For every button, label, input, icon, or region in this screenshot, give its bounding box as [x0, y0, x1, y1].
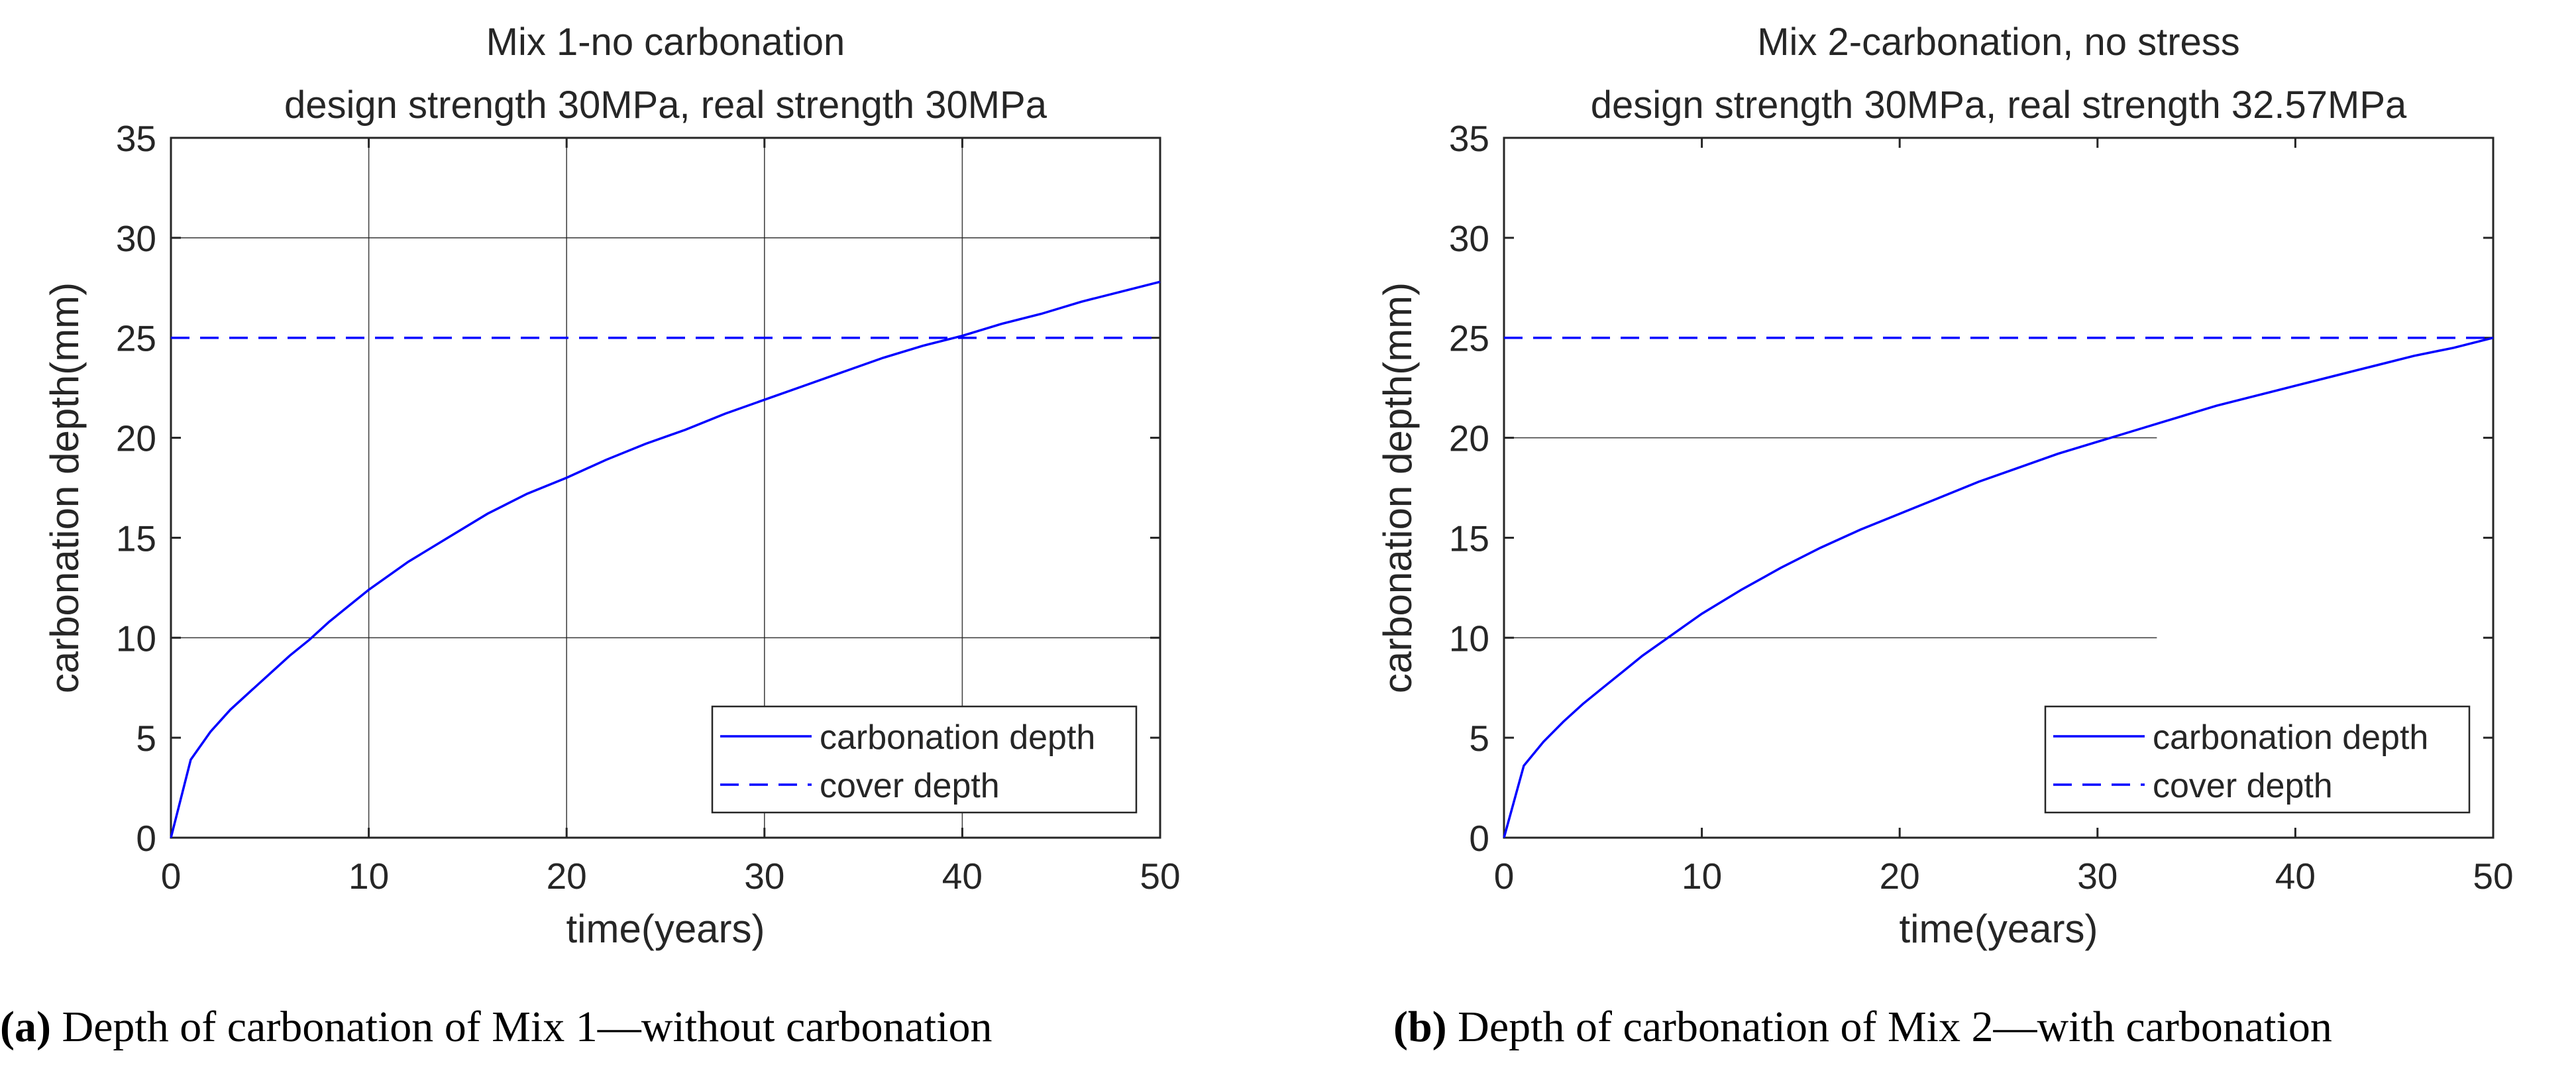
x-tick-label: 50 [2473, 856, 2513, 897]
y-tick-label: 30 [1449, 218, 1489, 259]
x-tick-label: 30 [2077, 856, 2118, 897]
legend: carbonation depth cover depth [711, 705, 1138, 814]
x-tick-label: 40 [2275, 856, 2316, 897]
y-tick-label: 10 [116, 618, 156, 659]
y-tick-label: 5 [1469, 718, 1489, 759]
x-tick-label: 0 [161, 856, 182, 897]
chart-title-line-1: Mix 2-carbonation, no stress [1757, 21, 2240, 64]
y-tick-label: 15 [1449, 518, 1489, 559]
chart-mix-2: 0 10 20 30 40 50 0 5 10 15 20 25 30 35 time(years) carb… [1375, 21, 2514, 951]
y-axis-label: carbonation depth(mm) [42, 282, 87, 693]
y-tick-label: 25 [1449, 318, 1489, 359]
legend-label: carbonation depth [2153, 718, 2428, 757]
x-tick-label: 10 [1682, 856, 1722, 897]
legend-box [711, 705, 1138, 814]
series-carbonation-depth [170, 280, 1161, 838]
y-tick-label: 20 [116, 418, 156, 459]
caption-a: (a) Depth of carbonation of Mix 1—withou… [0, 1003, 992, 1051]
x-tick-label: 30 [744, 856, 784, 897]
legend: carbonation depth cover depth [2044, 705, 2471, 814]
y-tick-label: 0 [1469, 818, 1489, 859]
chart-title-line-2: design strength 30MPa, real strength 30M… [284, 84, 1047, 127]
x-tick-label: 20 [547, 856, 587, 897]
grid [171, 138, 1160, 838]
y-tick-label: 5 [136, 718, 156, 759]
y-tick-label: 20 [1449, 418, 1489, 459]
x-axis-label: time(years) [566, 907, 765, 951]
x-tick-label: 10 [349, 856, 389, 897]
axes-box [170, 137, 1161, 839]
caption-b-label: (b) [1393, 1003, 1447, 1051]
y-tick-label: 35 [1449, 118, 1489, 159]
y-tick-label: 0 [136, 818, 156, 859]
x-tick-label: 0 [1494, 856, 1515, 897]
y-axis-label: carbonation depth(mm) [1375, 282, 1420, 693]
chart-mix-1: 0 10 20 30 40 50 0 5 10 15 20 25 30 35 time(years) carb… [42, 21, 1181, 951]
y-tick-label: 25 [116, 318, 156, 359]
legend-label: cover depth [2153, 767, 2333, 805]
chart-title-line-2: design strength 30MPa, real strength 32.… [1591, 84, 2407, 127]
x-tick-label: 50 [1140, 856, 1180, 897]
y-tick-label: 30 [116, 218, 156, 259]
chart-title-line-1: Mix 1-no carbonation [486, 21, 845, 64]
legend-box [2044, 705, 2471, 814]
y-tick-label: 10 [1449, 618, 1489, 659]
y-tick-label: 35 [116, 118, 156, 159]
y-tick-label: 15 [116, 518, 156, 559]
x-tick-label: 40 [942, 856, 983, 897]
caption-a-text: Depth of carbonation of Mix 1—without ca… [51, 1003, 993, 1051]
legend-label: cover depth [820, 767, 1000, 805]
x-axis-label: time(years) [1899, 907, 2098, 951]
legend-label: carbonation depth [820, 718, 1095, 757]
axes-box [1503, 137, 2495, 839]
caption-a-label: (a) [0, 1003, 51, 1051]
x-tick-label: 20 [1880, 856, 1920, 897]
caption-b: (b) Depth of carbonation of Mix 2—with c… [1393, 1003, 2332, 1051]
series-carbonation-depth [1503, 337, 2494, 838]
grid [1504, 437, 2157, 639]
caption-b-text: Depth of carbonation of Mix 2—with carbo… [1447, 1003, 2332, 1051]
